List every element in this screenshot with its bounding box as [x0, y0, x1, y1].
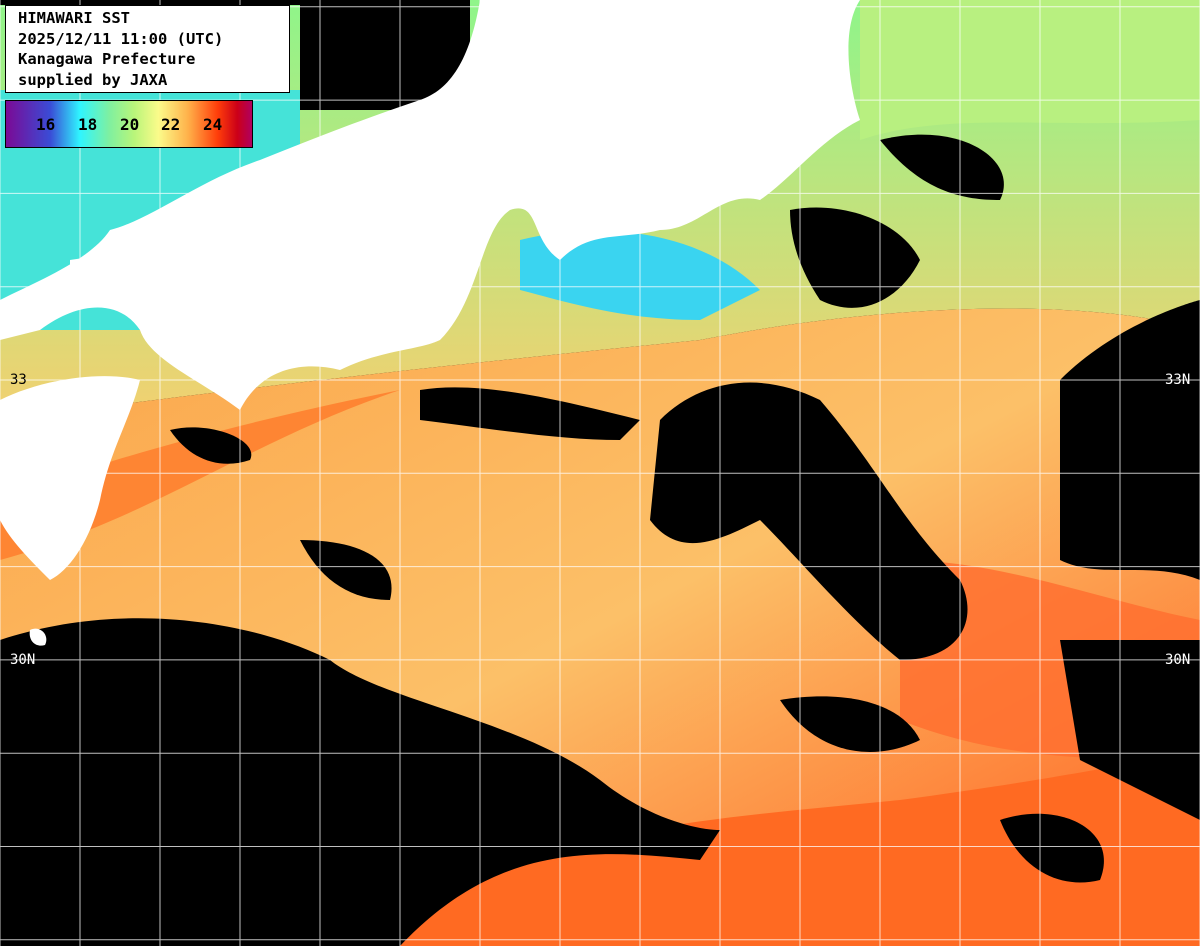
lat-label-33-right: 33N	[1165, 372, 1191, 388]
colorbar-tick: 22	[161, 115, 181, 134]
title: HIMAWARI SST	[18, 9, 130, 27]
credit: supplied by JAXA	[18, 70, 168, 89]
region: Kanagawa Prefecture	[18, 50, 196, 68]
colorbar-tick: 20	[120, 115, 140, 134]
colorbar-tick: 16	[36, 115, 56, 134]
info-box: HIMAWARI SST 2025/12/11 11:00 (UTC) Kana…	[5, 5, 290, 93]
lat-label-33-left: 33	[10, 372, 27, 388]
colorbar-tick: 24	[203, 115, 223, 134]
colorbar-tick: 18	[78, 115, 98, 134]
color-bar: 16 18 20 22 24	[5, 100, 253, 148]
lon-label-136e: 136E	[478, 36, 494, 70]
lat-label-30-right: 30N	[1165, 652, 1191, 668]
datetime: 2025/12/11 11:00 (UTC)	[18, 29, 224, 48]
lat-label-30-left: 30N	[10, 652, 36, 668]
